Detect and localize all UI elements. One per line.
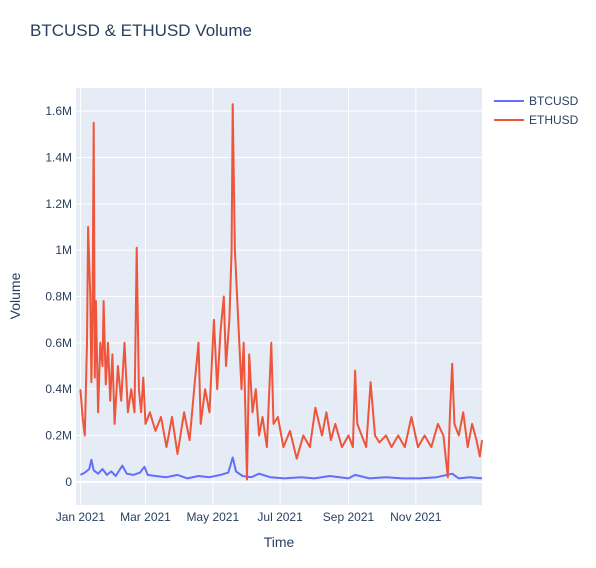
y-tick-label: 1.4M	[45, 151, 72, 165]
y-tick-label: 0.6M	[45, 336, 72, 350]
x-axis-title: Time	[264, 534, 295, 550]
legend-label-btcusd: BTCUSD	[529, 94, 579, 108]
y-tick-label: 0.2M	[45, 429, 72, 443]
y-tick-label: 0	[65, 475, 72, 489]
y-axis-title: Volume	[7, 272, 23, 319]
y-tick-label: 1.6M	[45, 104, 72, 118]
x-tick-label: Jul 2021	[257, 510, 303, 524]
chart-title: BTCUSD & ETHUSD Volume	[30, 21, 252, 40]
x-tick-label: May 2021	[186, 510, 239, 524]
x-tick-label: Sep 2021	[323, 510, 375, 524]
y-tick-label: 1M	[55, 243, 72, 257]
y-tick-label: 0.4M	[45, 382, 72, 396]
legend-label-ethusd: ETHUSD	[529, 113, 579, 127]
x-tick-label: Jan 2021	[56, 510, 106, 524]
y-tick-label: 0.8M	[45, 290, 72, 304]
legend: BTCUSD ETHUSD	[494, 94, 579, 127]
x-tick-label: Mar 2021	[120, 510, 171, 524]
x-tick-label: Nov 2021	[390, 510, 442, 524]
y-tick-labels: 0 0.2M 0.4M 0.6M 0.8M 1M 1.2M 1.4M 1.6M	[45, 104, 72, 489]
x-tick-labels: Jan 2021 Mar 2021 May 2021 Jul 2021 Sep 2021…	[56, 510, 442, 524]
y-tick-label: 1.2M	[45, 197, 72, 211]
